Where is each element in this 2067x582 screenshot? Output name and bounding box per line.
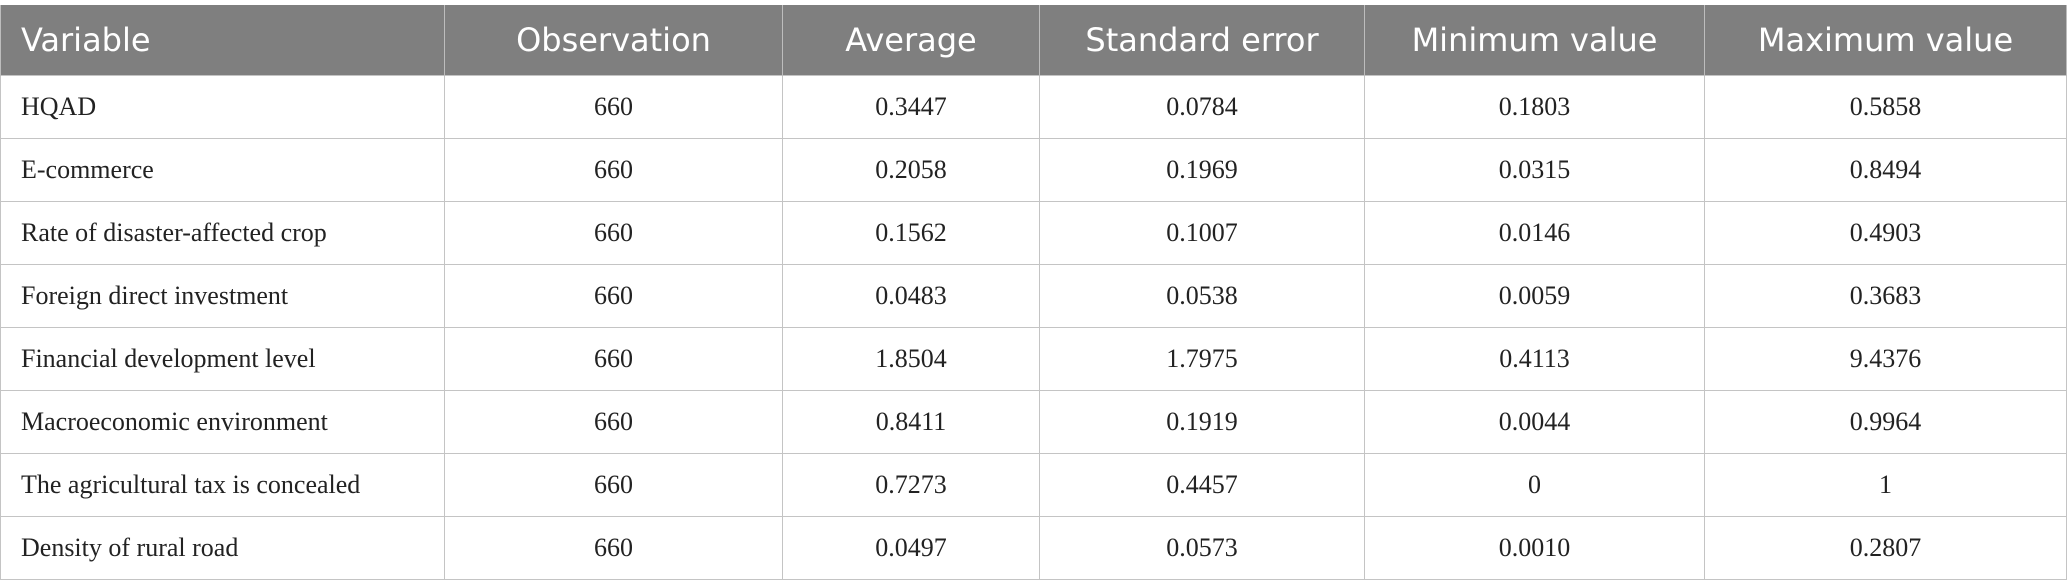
- header-cell: Observation: [444, 5, 783, 76]
- table-row: Rate of disaster-affected crop 660 0.1562 0…: [0, 201, 2067, 265]
- value-cell: 0.0146: [1364, 201, 1705, 265]
- value-cell: 0.0497: [782, 516, 1040, 580]
- value-cell: 0.5858: [1704, 75, 2067, 139]
- value-cell: 0.1007: [1039, 201, 1365, 265]
- table-row: Financial development level 660 1.8504 1.79…: [0, 327, 2067, 391]
- table-row: The agricultural tax is concealed 660 0.72…: [0, 453, 2067, 517]
- value-cell: 0.0059: [1364, 264, 1705, 328]
- table-row: E-commerce 660 0.2058 0.1969 0.0315 0.8494: [0, 138, 2067, 202]
- value-cell: 0.0573: [1039, 516, 1365, 580]
- variable-cell: Financial development level: [0, 327, 445, 391]
- value-cell: 660: [444, 264, 783, 328]
- value-cell: 660: [444, 516, 783, 580]
- value-cell: 0.0315: [1364, 138, 1705, 202]
- header-cell: Variable: [0, 5, 445, 76]
- value-cell: 660: [444, 138, 783, 202]
- value-cell: 0.4903: [1704, 201, 2067, 265]
- header-cell: Average: [782, 5, 1040, 76]
- value-cell: 9.4376: [1704, 327, 2067, 391]
- value-cell: 0.0010: [1364, 516, 1705, 580]
- header-cell: Standard error: [1039, 5, 1365, 76]
- value-cell: 1.7975: [1039, 327, 1365, 391]
- table-row: Macroeconomic environment 660 0.8411 0.1919…: [0, 390, 2067, 454]
- value-cell: 0.8411: [782, 390, 1040, 454]
- variable-cell: Rate of disaster-affected crop: [0, 201, 445, 265]
- value-cell: 0.0784: [1039, 75, 1365, 139]
- value-cell: 0.9964: [1704, 390, 2067, 454]
- value-cell: 0.1803: [1364, 75, 1705, 139]
- variable-cell: E-commerce: [0, 138, 445, 202]
- value-cell: 0.3447: [782, 75, 1040, 139]
- value-cell: 0.4457: [1039, 453, 1365, 517]
- value-cell: 0.1919: [1039, 390, 1365, 454]
- variable-cell: Foreign direct investment: [0, 264, 445, 328]
- value-cell: 1: [1704, 453, 2067, 517]
- value-cell: 0.0044: [1364, 390, 1705, 454]
- variable-cell: Density of rural road: [0, 516, 445, 580]
- value-cell: 660: [444, 75, 783, 139]
- value-cell: 0.3683: [1704, 264, 2067, 328]
- value-cell: 0: [1364, 453, 1705, 517]
- value-cell: 660: [444, 453, 783, 517]
- value-cell: 0.2807: [1704, 516, 2067, 580]
- value-cell: 0.1562: [782, 201, 1040, 265]
- value-cell: 0.1969: [1039, 138, 1365, 202]
- value-cell: 0.7273: [782, 453, 1040, 517]
- table-row: Density of rural road 660 0.0497 0.0573 0.00…: [0, 516, 2067, 580]
- value-cell: 0.2058: [782, 138, 1040, 202]
- variable-cell: Macroeconomic environment: [0, 390, 445, 454]
- value-cell: 0.8494: [1704, 138, 2067, 202]
- header-cell: Maximum value: [1704, 5, 2067, 76]
- value-cell: 660: [444, 201, 783, 265]
- table-row: HQAD 660 0.3447 0.0784 0.1803 0.5858: [0, 75, 2067, 139]
- value-cell: 0.0538: [1039, 264, 1365, 328]
- value-cell: 0.0483: [782, 264, 1040, 328]
- stats-table: Variable Observation Average Standard error…: [0, 5, 2067, 580]
- value-cell: 0.4113: [1364, 327, 1705, 391]
- variable-cell: HQAD: [0, 75, 445, 139]
- variable-cell: The agricultural tax is concealed: [0, 453, 445, 517]
- header-row: Variable Observation Average Standard error…: [0, 5, 2067, 76]
- table-row: Foreign direct investment 660 0.0483 0.0538…: [0, 264, 2067, 328]
- header-cell: Minimum value: [1364, 5, 1705, 76]
- value-cell: 660: [444, 390, 783, 454]
- value-cell: 1.8504: [782, 327, 1040, 391]
- table-body: HQAD 660 0.3447 0.0784 0.1803 0.5858 E-commerc…: [0, 75, 2067, 580]
- value-cell: 660: [444, 327, 783, 391]
